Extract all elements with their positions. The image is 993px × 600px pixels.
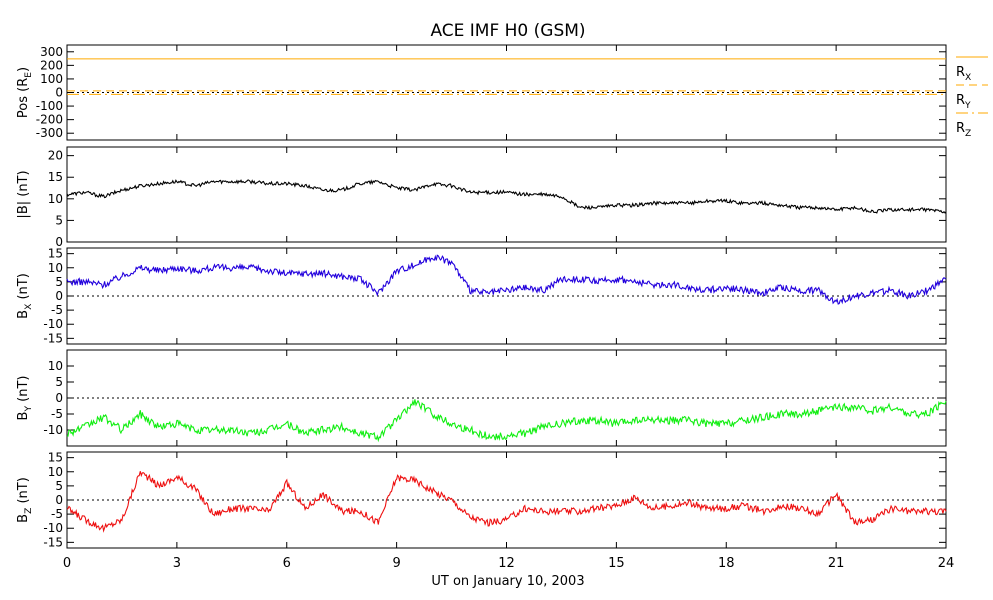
legend-label-Y: RY [956, 93, 971, 111]
y-axis-label-text-bz-subscript: Z [24, 508, 34, 514]
y-axis-label-text-pos-subscript: E [24, 72, 34, 78]
series-line-bz [66, 471, 947, 533]
y-axis-label-by: BY (nT) [16, 376, 34, 421]
y-axis-label-text-bx-end: (nT) [16, 273, 31, 303]
y-tick-label-by: 10 [48, 359, 63, 373]
y-tick-label-bz: -10 [43, 521, 63, 535]
y-axis-label-text-pos-main: Pos (R [16, 78, 31, 118]
y-axis-label-text-by-end: (nT) [16, 376, 31, 406]
y-axis-label-text-bz-end: (nT) [16, 477, 31, 507]
x-tick-label: 3 [173, 556, 181, 571]
y-tick-label-by: 5 [55, 375, 63, 389]
y-tick-label-bx: 15 [48, 247, 63, 261]
y-tick-label-bz: 5 [55, 479, 63, 493]
y-tick-label-bx: -15 [43, 331, 63, 345]
y-axis-label-bx: BX (nT) [16, 273, 34, 319]
x-tick-label: 6 [283, 556, 291, 571]
y-tick-label-bx: 5 [55, 275, 63, 289]
y-axis-label-text-by-subscript: Y [24, 406, 34, 413]
legend-label-X-main: R [956, 65, 965, 80]
figure-title: ACE IMF H0 (GSM) [430, 21, 585, 41]
y-tick-label-btot: 0 [55, 235, 63, 249]
y-axis-label-text-by: BY (nT) [16, 376, 34, 421]
y-axis-label-text-bx-subscript: X [24, 304, 34, 310]
y-tick-label-bx: -10 [43, 317, 63, 331]
y-axis-label-text-bx-main: B [16, 310, 31, 319]
y-tick-label-pos: 300 [40, 45, 63, 59]
panel-frame-btot [66, 146, 947, 243]
x-tick-label: 0 [63, 556, 71, 571]
x-tick-label: 21 [828, 556, 845, 571]
y-tick-label-bx: 10 [48, 261, 63, 275]
y-tick-label-bz: 10 [48, 465, 63, 479]
y-tick-label-btot: 15 [48, 170, 63, 184]
x-axis-ticks: 0 3 6 9 12 15 18 21 24 [63, 556, 954, 571]
y-tick-label-btot: 20 [48, 149, 63, 163]
y-tick-label-bx: 0 [55, 289, 63, 303]
legend-label-X-subscript: X [965, 73, 971, 83]
panel-by: 10 5 0 -5 -10 BY (nT) [16, 349, 947, 447]
y-tick-label-by: 0 [55, 391, 63, 405]
legend-label-Y-main: R [956, 93, 965, 108]
y-axis-label-btot: |B| (nT) [16, 170, 31, 218]
y-axis-label-text-bz-main: B [16, 514, 31, 523]
x-tick-label: 24 [938, 556, 955, 571]
y-axis-label-text-btot: |B| (nT) [16, 170, 31, 218]
y-axis-label-text-pos-end: ) [16, 67, 31, 72]
panel-btot: 20 15 10 5 0 |B| (nT) [16, 146, 947, 249]
y-tick-label-by: -5 [51, 407, 63, 421]
y-tick-label-pos: -100 [36, 99, 63, 113]
y-tick-label-bz: -15 [43, 535, 63, 549]
series-line-by [66, 399, 947, 443]
y-axis-label-pos: Pos (RE) [16, 67, 34, 118]
x-tick-label: 15 [608, 556, 625, 571]
x-axis-label: UT on January 10, 2003 [431, 574, 584, 589]
y-tick-label-btot: 10 [48, 192, 63, 206]
x-tick-label: 9 [392, 556, 400, 571]
y-axis-label-text-bz: BZ (nT) [16, 477, 34, 523]
y-tick-label-bx: -5 [51, 303, 63, 317]
x-tick-label: 12 [498, 556, 515, 571]
series-line-bx [66, 254, 947, 305]
legend-label-X: RX [956, 65, 971, 83]
y-axis-label-text-pos: Pos (RE) [16, 67, 34, 118]
y-tick-label-pos: 0 [55, 86, 63, 100]
y-axis-label-text-bx: BX (nT) [16, 273, 34, 319]
series-line-btot [66, 179, 947, 214]
y-tick-label-btot: 5 [55, 213, 63, 227]
y-tick-label-bz: -5 [51, 507, 63, 521]
y-tick-label-bz: 0 [55, 493, 63, 507]
y-tick-label-pos: 200 [40, 58, 63, 72]
legend-label-Y-subscript: Y [964, 101, 971, 111]
y-tick-label-bz: 15 [48, 451, 63, 465]
legend-label-Z-main: R [956, 121, 965, 136]
legend-label-Z-subscript: Z [965, 129, 971, 139]
y-tick-label-pos: -200 [36, 113, 63, 127]
y-tick-label-pos: 100 [40, 72, 63, 86]
y-tick-label-pos: -300 [36, 126, 63, 140]
y-axis-label-bz: BZ (nT) [16, 477, 34, 523]
legend-label-Z: RZ [956, 121, 971, 139]
x-tick-label: 18 [718, 556, 735, 571]
y-axis-label-text-by-main: B [16, 412, 31, 421]
y-tick-label-by: -10 [43, 423, 63, 437]
